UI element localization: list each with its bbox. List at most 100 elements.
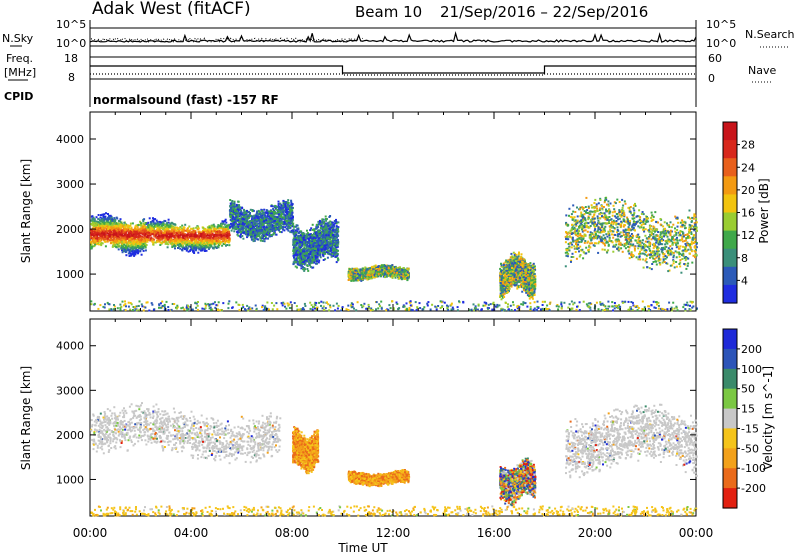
echo-cell <box>237 224 239 226</box>
echo-cell <box>146 244 148 246</box>
echo-cell <box>289 216 291 218</box>
echo-cell <box>319 255 321 257</box>
echo-cell <box>278 223 280 225</box>
echo-cell <box>174 238 176 240</box>
echo-cell <box>265 238 267 240</box>
echo-cell <box>269 235 271 237</box>
echo-cell <box>97 218 99 220</box>
echo-cell <box>275 206 277 208</box>
echo-cell <box>110 242 112 244</box>
echo-cell <box>175 236 177 238</box>
echo-cell <box>284 223 286 225</box>
echo-cell <box>260 227 262 229</box>
echo-cell <box>116 225 118 227</box>
echo-cell <box>245 231 247 233</box>
echo-cell <box>237 215 239 217</box>
echo-cell <box>247 228 249 230</box>
echo-cell <box>139 243 141 245</box>
echo-cell <box>192 234 194 236</box>
echo-cell <box>210 237 212 239</box>
echo-cell <box>204 233 206 235</box>
echo-cell <box>215 237 217 239</box>
echo-cell <box>195 232 197 234</box>
echo-cell <box>101 223 103 225</box>
echo-cell <box>148 224 150 226</box>
echo-cell <box>193 238 195 240</box>
echo-cell <box>170 223 172 225</box>
echo-cell <box>120 232 122 234</box>
echo-cell <box>270 215 272 217</box>
echo-cell <box>155 231 157 233</box>
echo-cell <box>123 222 125 224</box>
echo-cell <box>218 241 220 243</box>
echo-cell <box>225 238 227 240</box>
echo-cell <box>109 236 111 238</box>
echo-cell <box>135 225 137 227</box>
echo-cell <box>280 216 282 218</box>
echo-cell <box>125 241 127 243</box>
echo-cell <box>243 220 245 222</box>
echo-cell <box>241 235 243 237</box>
echo-cell <box>132 222 134 224</box>
echo-cell <box>279 220 281 222</box>
echo-cell <box>109 239 111 241</box>
echo-cell <box>137 245 139 247</box>
echo-cell <box>292 203 294 205</box>
echo-cell <box>162 223 164 225</box>
freq-tick-bottom: 8 <box>68 71 75 84</box>
echo-cell <box>253 222 255 224</box>
echo-cell <box>160 230 162 232</box>
echo-cell <box>100 235 102 237</box>
echo-cell <box>92 218 94 220</box>
echo-cell <box>265 219 267 221</box>
echo-cell <box>218 227 220 229</box>
echo-cell <box>104 236 106 238</box>
echo-cell <box>288 220 290 222</box>
echo-cell <box>237 235 239 237</box>
echo-cell <box>155 225 157 227</box>
echo-cell <box>279 203 281 205</box>
echo-cell <box>239 213 241 215</box>
echo-cell <box>143 250 145 252</box>
echo-cell <box>318 260 320 262</box>
echo-cell <box>179 243 181 245</box>
echo-cell <box>319 236 321 238</box>
echo-cell <box>123 240 125 242</box>
echo-cell <box>109 232 111 234</box>
echo-cell <box>184 234 186 236</box>
echo-cell <box>193 227 195 229</box>
echo-cell <box>241 228 243 230</box>
echo-cell <box>163 220 165 222</box>
echo-cell <box>310 242 312 244</box>
echo-cell <box>260 221 262 223</box>
nsky-tick-top: 10^5 <box>56 18 86 31</box>
echo-cell <box>226 226 228 228</box>
echo-cell <box>295 261 297 263</box>
echo-cell <box>126 243 128 245</box>
echo-cell <box>265 235 267 237</box>
echo-cell <box>268 216 270 218</box>
echo-cell <box>142 233 144 235</box>
echo-cell <box>135 247 137 249</box>
echo-cell <box>138 229 140 231</box>
echo-cell <box>153 239 155 241</box>
echo-cell <box>282 200 284 202</box>
station-title: Adak West (fitACF) <box>92 0 251 19</box>
echo-cell <box>188 226 190 228</box>
echo-cell <box>276 234 278 236</box>
echo-cell <box>215 232 217 234</box>
echo-cell <box>307 232 309 234</box>
echo-cell <box>97 225 99 227</box>
echo-cell <box>106 223 108 225</box>
echo-cell <box>92 237 94 239</box>
echo-cell <box>325 218 327 220</box>
echo-cell <box>288 227 290 229</box>
echo-cell <box>290 200 292 202</box>
echo-cell <box>166 225 168 227</box>
echo-cell <box>270 212 272 214</box>
echo-cell <box>125 229 127 231</box>
echo-cell <box>168 236 170 238</box>
echo-cell <box>113 227 115 229</box>
echo-cell <box>233 222 235 224</box>
echo-cell <box>110 220 112 222</box>
